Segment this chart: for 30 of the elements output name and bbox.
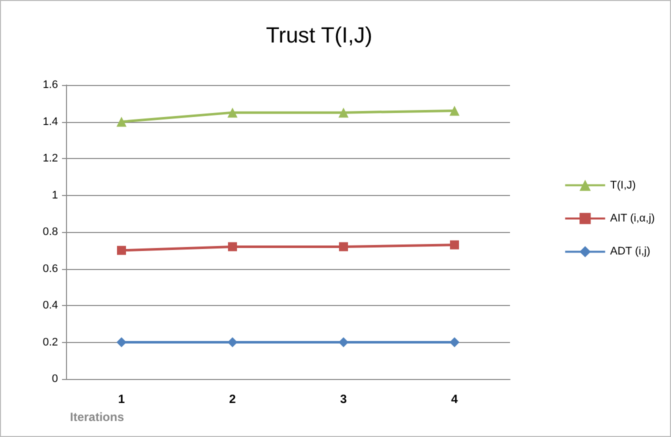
y-tick-label: 0 (52, 373, 58, 385)
point (338, 337, 348, 348)
y-tick-label: 1.2 (42, 152, 58, 164)
x-tick-label: 1 (118, 392, 126, 406)
x-tick-label: 4 (451, 392, 458, 406)
y-tick-label: 1.6 (42, 79, 58, 91)
legend-label: ADT (i,j) (610, 246, 650, 258)
x-tick-label: 3 (340, 392, 348, 406)
point (116, 337, 126, 348)
legend-label: AIT (i,α,j) (610, 212, 655, 224)
point (228, 242, 237, 252)
legend-label: T(I,J) (610, 179, 636, 192)
y-tick-label: 0.6 (42, 262, 58, 275)
point (450, 240, 459, 250)
y-tick-label: 0.2 (42, 336, 58, 348)
point (228, 108, 238, 118)
point (338, 108, 348, 118)
point (450, 106, 460, 116)
point (450, 337, 460, 348)
point (117, 246, 126, 255)
x-axis-title: Iterations (70, 410, 124, 424)
y-tick-label: 1.4 (42, 116, 58, 128)
point (339, 242, 348, 252)
point (228, 337, 238, 348)
y-tick-label: 0.8 (42, 226, 58, 238)
x-tick-label: 2 (229, 392, 236, 406)
y-tick-label: 0.4 (42, 300, 58, 312)
point (116, 116, 126, 127)
chart-title: Trust T(I,J) (266, 22, 372, 48)
y-tick-label: 1 (52, 189, 58, 202)
